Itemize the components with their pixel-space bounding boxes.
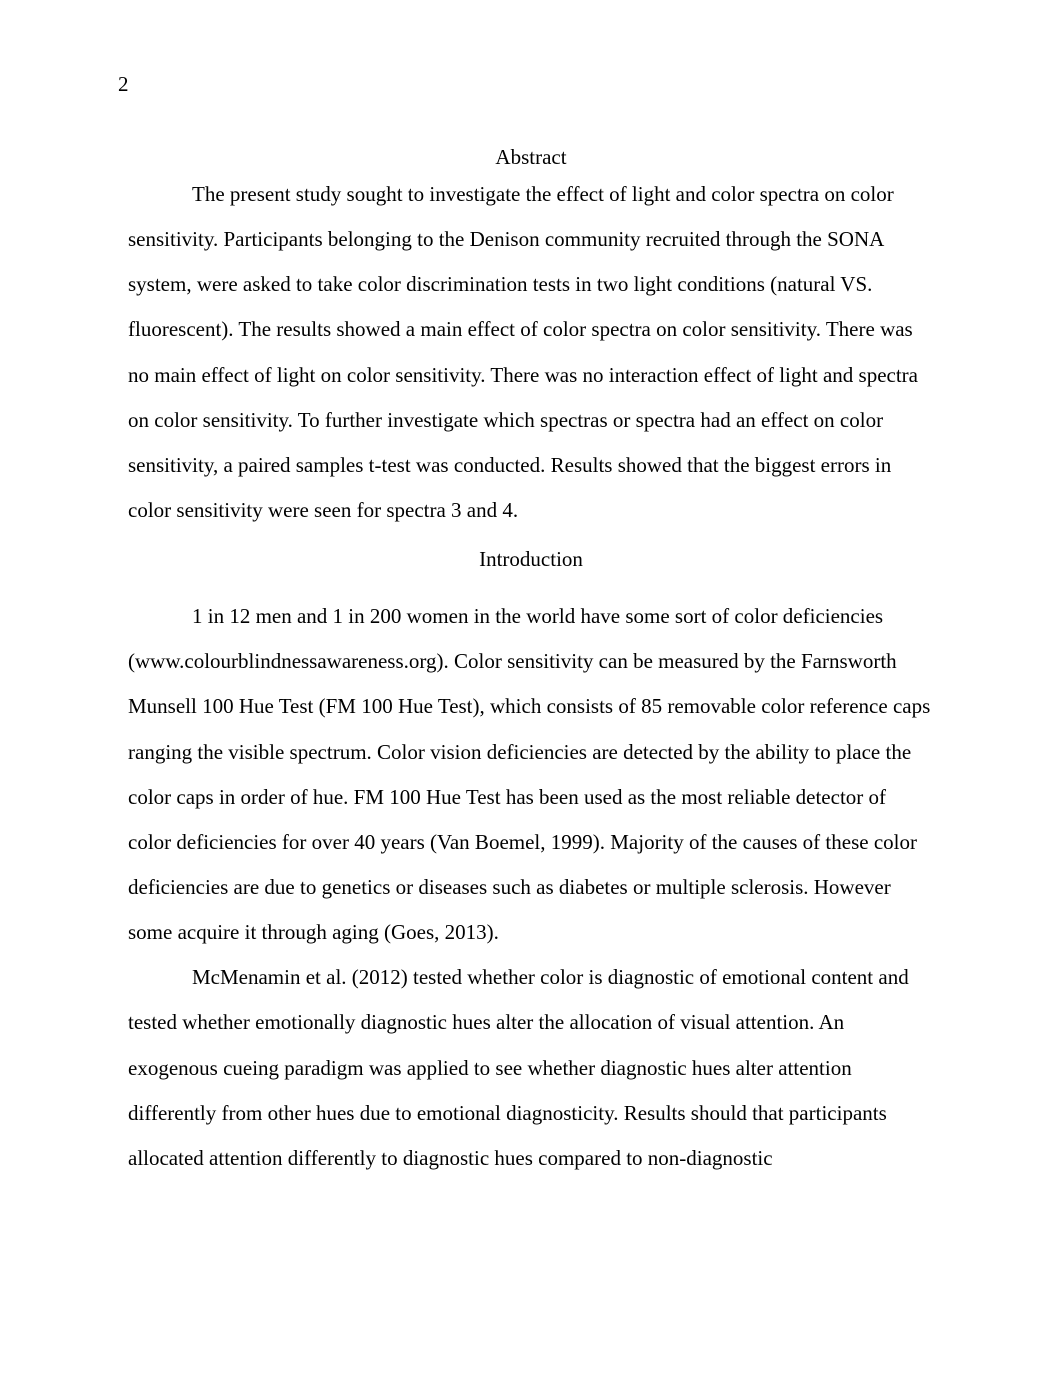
introduction-paragraph-1: 1 in 12 men and 1 in 200 women in the wo…: [128, 594, 934, 955]
page-number: 2: [118, 72, 934, 97]
abstract-title: Abstract: [128, 145, 934, 170]
introduction-title: Introduction: [128, 547, 934, 572]
document-page: 2 Abstract The present study sought to i…: [0, 0, 1062, 1253]
abstract-body: The present study sought to investigate …: [128, 172, 934, 533]
introduction-paragraph-2: McMenamin et al. (2012) tested whether c…: [128, 955, 934, 1181]
